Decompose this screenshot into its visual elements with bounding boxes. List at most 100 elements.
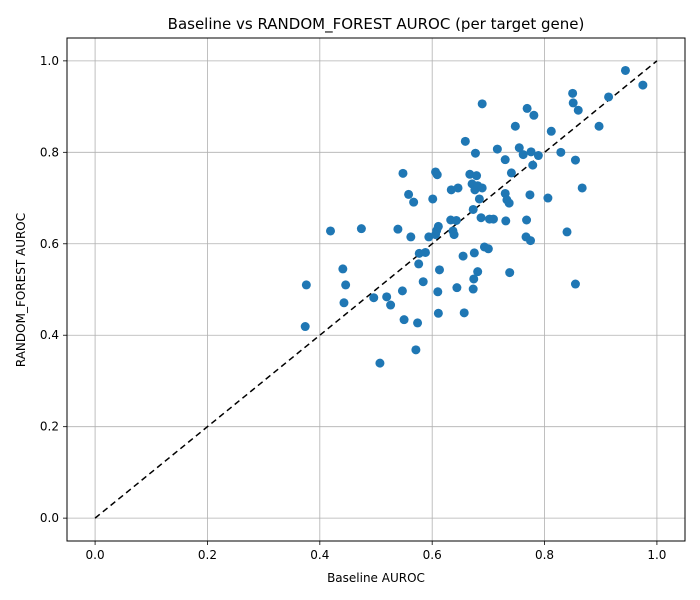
scatter-point — [570, 279, 580, 289]
x-axis-ticks: 0.0 0.2 0.4 0.6 0.8 1.0 — [86, 541, 666, 562]
scatter-point — [533, 151, 543, 161]
diagonal-reference-line — [94, 60, 658, 519]
scatter-point — [501, 216, 511, 226]
scatter-point — [399, 315, 409, 325]
scatter-point — [382, 292, 392, 302]
y-tick-label: 0.2 — [40, 420, 59, 434]
scatter-point — [409, 197, 419, 207]
scatter-point — [568, 88, 578, 98]
scatter-point — [341, 280, 351, 290]
scatter-point — [325, 226, 335, 236]
x-tick-label: 0.2 — [198, 548, 217, 562]
scatter-point — [433, 287, 443, 297]
scatter-point — [522, 215, 532, 225]
scatter-point — [483, 244, 493, 254]
scatter-point — [525, 190, 535, 200]
x-axis-label: Baseline AUROC — [327, 571, 425, 585]
scatter-point — [506, 168, 516, 178]
scatter-point — [505, 268, 515, 278]
scatter-point — [453, 183, 463, 193]
x-tick-label: 0.8 — [535, 548, 554, 562]
scatter-point — [514, 143, 524, 153]
scatter-point — [398, 168, 408, 178]
scatter-point — [477, 183, 487, 193]
x-tick-label: 0.0 — [86, 548, 105, 562]
scatter-point — [339, 298, 349, 308]
scatter-point — [465, 169, 475, 179]
scatter-point — [451, 215, 461, 225]
scatter-point — [433, 308, 443, 318]
scatter-point — [472, 171, 482, 181]
scatter-point — [397, 286, 407, 296]
scatter-point — [458, 251, 468, 261]
scatter-point — [386, 300, 396, 310]
y-tick-label: 0.8 — [40, 145, 59, 159]
scatter-point — [528, 160, 538, 170]
scatter-point — [459, 308, 469, 318]
scatter-point — [522, 103, 532, 113]
scatter-point — [510, 121, 520, 131]
scatter-point — [474, 194, 484, 204]
scatter-point — [500, 155, 510, 165]
scatter-point — [428, 194, 438, 204]
y-axis-label: RANDOM_FOREST AUROC — [14, 213, 28, 367]
scatter-point — [573, 105, 583, 115]
scatter-point — [468, 204, 478, 214]
scatter-point — [492, 144, 502, 154]
y-tick-label: 0.0 — [40, 511, 59, 525]
scatter-point — [369, 293, 379, 303]
grid — [67, 38, 685, 541]
plot-frame — [66, 37, 686, 542]
scatter-point — [356, 224, 366, 234]
scatter-point — [543, 193, 553, 203]
scatter-point — [518, 150, 528, 160]
scatter-point — [620, 65, 630, 75]
scatter-point — [375, 358, 385, 368]
data-points — [300, 65, 648, 368]
scatter-point — [570, 155, 580, 165]
y-axis-ticks: 0.0 0.2 0.4 0.6 0.8 1.0 — [40, 54, 67, 525]
scatter-point — [393, 224, 403, 234]
x-tick-label: 0.6 — [423, 548, 442, 562]
y-tick-label: 0.4 — [40, 328, 59, 342]
scatter-point — [470, 148, 480, 158]
scatter-point — [477, 99, 487, 109]
scatter-point — [594, 121, 604, 131]
scatter-point — [526, 147, 536, 157]
reference-line-layer — [94, 60, 658, 519]
scatter-point — [638, 80, 648, 90]
scatter-point — [546, 126, 556, 136]
chart-title: Baseline vs RANDOM_FOREST AUROC (per tar… — [168, 15, 585, 34]
y-tick-label: 1.0 — [40, 54, 59, 68]
scatter-point — [411, 345, 421, 355]
scatter-point — [414, 259, 424, 269]
scatter-point — [604, 92, 614, 102]
scatter-point — [468, 284, 478, 294]
scatter-point — [338, 264, 348, 274]
scatter-point — [420, 247, 430, 257]
scatter-point — [413, 318, 423, 328]
scatter-point — [432, 170, 442, 180]
x-tick-label: 0.4 — [310, 548, 329, 562]
scatter-point — [404, 189, 414, 199]
scatter-point — [504, 198, 514, 208]
scatter-point — [301, 280, 311, 290]
scatter-point — [433, 221, 443, 231]
scatter-point — [300, 322, 310, 332]
scatter-point — [449, 230, 459, 240]
scatter-point — [460, 136, 470, 146]
y-tick-label: 0.6 — [40, 237, 59, 251]
scatter-point — [469, 274, 479, 284]
scatter-point — [473, 267, 483, 277]
scatter-point — [577, 183, 587, 193]
scatter-point — [446, 185, 456, 195]
scatter-point — [526, 236, 535, 246]
scatter-point — [562, 227, 572, 237]
scatter-point — [434, 265, 444, 275]
scatter-point — [452, 283, 462, 293]
scatter-point — [469, 248, 479, 258]
scatter-point — [556, 147, 566, 157]
scatter-point — [406, 232, 416, 242]
